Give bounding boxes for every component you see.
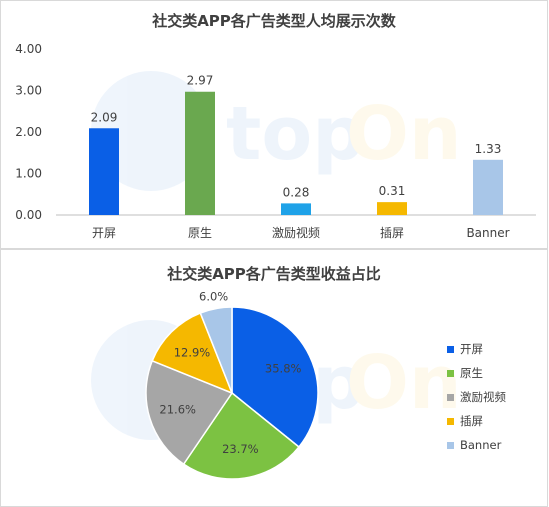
bar-value-label: 2.97 (187, 74, 214, 88)
bar (281, 203, 311, 215)
legend-swatch (447, 346, 454, 353)
y-tick-label: 0.00 (15, 208, 42, 222)
pie-slice (145, 359, 234, 466)
slice-value-label: 21.6% (159, 403, 196, 417)
bar-chart-title: 社交类APP各广告类型人均展示次数 (152, 12, 396, 30)
pie-chart: top On 35.8%23.7%21.6%12.9%6.0% 开屏原生激励视频… (91, 290, 506, 480)
watermark-text-top: top (226, 91, 365, 177)
slice-value-label: 6.0% (199, 290, 228, 304)
pie-slice (231, 306, 319, 449)
watermark-logo: top On (91, 71, 462, 191)
legend-swatch (447, 442, 454, 449)
legend-label: 插屏 (460, 414, 483, 428)
bar-value-label: 0.28 (283, 185, 310, 199)
pie-slice (199, 306, 233, 394)
legend-label: 原生 (460, 366, 483, 380)
bar-value-label: 1.33 (475, 142, 502, 156)
bar-value-label: 0.31 (379, 184, 406, 198)
x-tick-label: Banner (466, 226, 509, 240)
y-tick-label: 2.00 (15, 125, 42, 139)
pie-chart-title: 社交类APP各广告类型收益占比 (167, 265, 381, 283)
x-tick-label: 激励视频 (272, 225, 320, 240)
watermark-text-on: On (346, 340, 462, 426)
bar (185, 91, 215, 215)
slice-value-label: 12.9% (174, 346, 211, 360)
bar-chart-panel: 社交类APP各广告类型人均展示次数 top On 0.00 1.00 2.00 3.0… (0, 0, 548, 249)
legend-label: 激励视频 (460, 390, 506, 404)
bar-value-label: 2.09 (91, 110, 118, 124)
pie-slice (151, 312, 234, 395)
legend-swatch (447, 370, 454, 377)
bar (377, 202, 407, 215)
bar (473, 159, 503, 215)
y-tick-label: 3.00 (15, 84, 42, 98)
y-tick-label: 4.00 (15, 42, 42, 56)
legend-swatch (447, 394, 454, 401)
x-tick-label: 原生 (188, 226, 212, 240)
legend-swatch (447, 418, 454, 425)
pie-chart-panel: 社交类APP各广告类型收益占比 top On 35.8%23.7%21.6%12… (0, 249, 548, 507)
watermark-text-on: On (346, 91, 462, 177)
x-tick-label: 插屏 (380, 226, 404, 240)
x-tick-label: 开屏 (92, 226, 116, 240)
legend-label: 开屏 (460, 342, 483, 356)
y-tick-label: 1.00 (15, 167, 42, 181)
slice-value-label: 35.8% (265, 362, 302, 376)
legend-label: Banner (460, 438, 502, 452)
pie-slice (182, 391, 301, 480)
bar (89, 128, 119, 215)
slice-value-label: 23.7% (222, 442, 259, 456)
bar-chart: top On 0.00 1.00 2.00 3.00 4.00 2.09 开屏 2.97 原生 0… (15, 42, 536, 240)
